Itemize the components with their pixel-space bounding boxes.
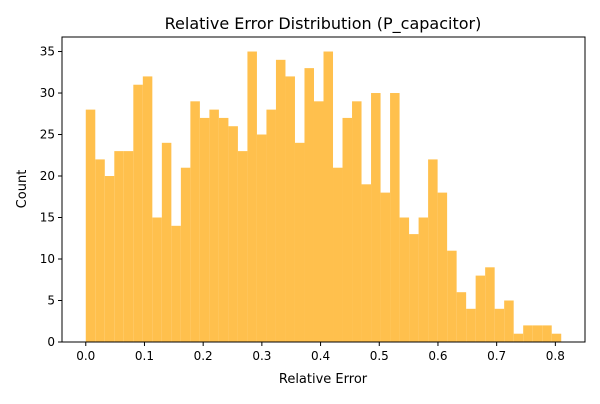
histogram-bar (247, 51, 257, 343)
histogram-bar (313, 101, 324, 342)
x-tick-label: 0.4 (311, 349, 330, 363)
y-tick-label: 10 (40, 252, 55, 266)
histogram-bar (114, 151, 124, 342)
histogram-bar (152, 217, 162, 342)
y-tick-label: 5 (47, 294, 55, 308)
histogram-bar (475, 275, 486, 342)
y-tick-label: 35 (40, 45, 55, 59)
bars-group (85, 51, 562, 343)
histogram-bar (171, 225, 181, 342)
histogram-bar (428, 159, 438, 342)
histogram-bar (380, 192, 391, 342)
histogram-bar (342, 117, 353, 342)
histogram-bar (418, 217, 429, 342)
x-tick-label: 0.2 (194, 349, 213, 363)
histogram-bar (371, 93, 381, 342)
x-tick-label: 0.3 (252, 349, 271, 363)
histogram-bar (294, 142, 305, 342)
x-axis-ticks: 0.0 0.1 0.2 0.3 0.4 0.5 0.6 0.7 0.8 (76, 342, 565, 363)
x-tick-label: 0.7 (487, 349, 506, 363)
y-axis-ticks: 0 5 10 15 20 25 30 35 (40, 45, 62, 349)
histogram-bar (333, 167, 343, 342)
y-tick-label: 0 (47, 335, 55, 349)
histogram-bar (266, 109, 276, 342)
histogram-bar (199, 117, 210, 342)
histogram-bar (323, 51, 334, 343)
x-tick-label: 0.8 (546, 349, 565, 363)
histogram-bar (485, 267, 495, 342)
histogram-bar (304, 68, 314, 343)
histogram-bar (494, 308, 505, 342)
histogram-bar (142, 76, 153, 343)
x-tick-label: 0.5 (370, 349, 389, 363)
histogram-bar (466, 308, 476, 342)
histogram-bar (513, 333, 524, 342)
histogram-bar (390, 93, 400, 342)
y-tick-label: 15 (40, 211, 55, 225)
histogram-bar (218, 117, 229, 342)
histogram-bar (409, 234, 419, 342)
histogram-bar (542, 325, 552, 342)
y-tick-label: 25 (40, 128, 55, 142)
histogram-bar (352, 101, 362, 342)
histogram-bar (399, 217, 410, 342)
x-tick-label: 0.6 (428, 349, 447, 363)
histogram-bar (456, 292, 467, 342)
histogram-bar (256, 134, 267, 342)
histogram-bar (237, 151, 248, 342)
y-axis-label: Count (15, 170, 30, 209)
histogram-bar (209, 109, 219, 342)
histogram-bar (504, 300, 514, 342)
histogram-bar (551, 333, 562, 342)
x-tick-label: 0.1 (135, 349, 154, 363)
histogram-bar (190, 101, 200, 342)
y-tick-label: 30 (40, 86, 55, 100)
histogram-bar (104, 176, 115, 342)
axes-frame (61, 36, 586, 343)
y-tick-label: 20 (40, 169, 55, 183)
histogram-bar (447, 250, 457, 342)
histogram-bar (285, 76, 295, 343)
chart-title: Relative Error Distribution (P_capacitor… (165, 14, 482, 34)
histogram-bar (95, 159, 105, 342)
histogram-bar (361, 184, 372, 342)
histogram-bar (437, 192, 448, 342)
x-axis-label: Relative Error (279, 372, 368, 387)
histogram-bar (180, 167, 191, 342)
histogram-bar (161, 142, 172, 342)
x-tick-label: 0.0 (76, 349, 95, 363)
histogram-bar (85, 109, 96, 342)
histogram-bar (228, 126, 238, 343)
histogram-bar (123, 151, 134, 342)
histogram-bar (523, 325, 533, 342)
histogram-bar (532, 325, 543, 342)
histogram-bar (133, 84, 143, 343)
histogram-bar (275, 59, 286, 343)
